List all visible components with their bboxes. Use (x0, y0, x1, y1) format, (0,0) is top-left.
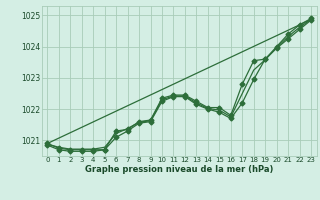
X-axis label: Graphe pression niveau de la mer (hPa): Graphe pression niveau de la mer (hPa) (85, 165, 273, 174)
